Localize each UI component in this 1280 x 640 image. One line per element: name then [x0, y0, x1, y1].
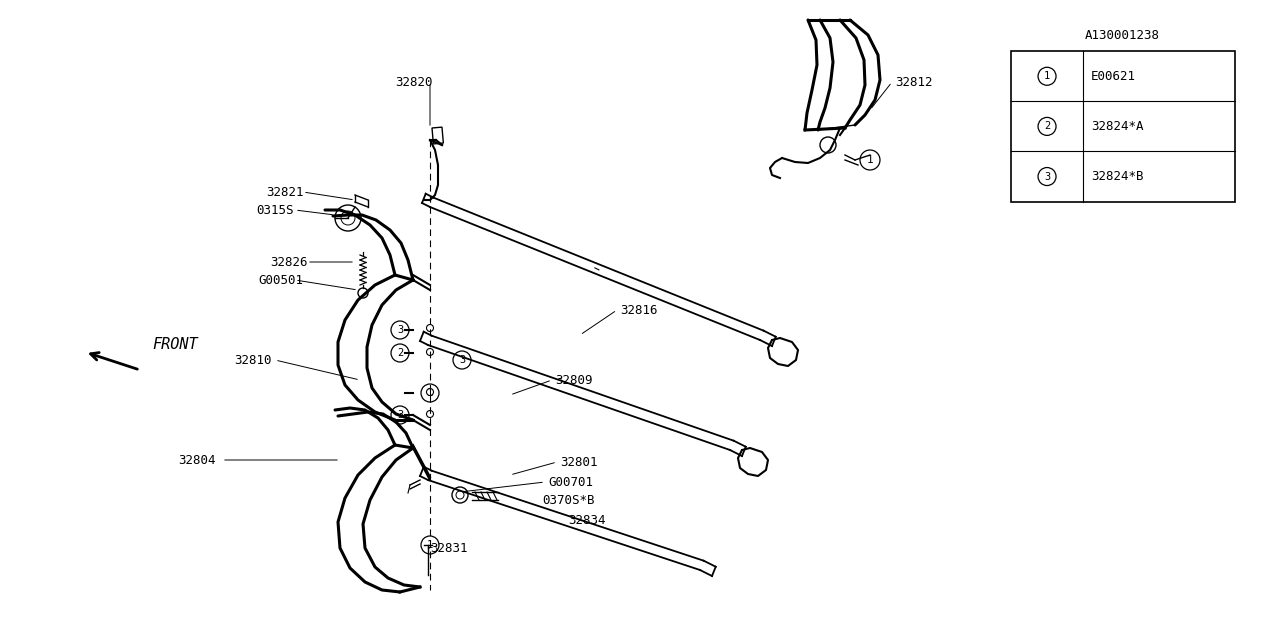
Text: 3: 3: [397, 325, 403, 335]
Text: 2: 2: [1044, 122, 1050, 131]
Text: G00701: G00701: [548, 476, 593, 488]
Text: 32816: 32816: [620, 303, 658, 317]
Text: 32824*B: 32824*B: [1091, 170, 1143, 183]
Text: 32801: 32801: [561, 456, 598, 468]
Text: 1: 1: [867, 155, 873, 165]
Text: G00501: G00501: [259, 273, 303, 287]
Text: E00621: E00621: [1091, 70, 1135, 83]
Text: 0315S: 0315S: [256, 204, 293, 216]
Text: 32826: 32826: [270, 255, 307, 269]
Bar: [1011, 51, 1235, 202]
Text: 32824*A: 32824*A: [1091, 120, 1143, 133]
Text: FRONT: FRONT: [152, 337, 197, 352]
Text: A130001238: A130001238: [1085, 29, 1160, 42]
Text: 1: 1: [1044, 71, 1050, 81]
Text: 2: 2: [397, 348, 403, 358]
Text: 32810: 32810: [234, 353, 271, 367]
Text: 32809: 32809: [556, 374, 593, 387]
Text: 32821: 32821: [266, 186, 303, 198]
Text: 1: 1: [426, 540, 433, 550]
Text: 3: 3: [1044, 172, 1050, 182]
Bar: [433, 127, 443, 144]
Text: 0370S*B: 0370S*B: [541, 493, 594, 506]
Text: 32812: 32812: [895, 76, 933, 88]
Text: 32820: 32820: [396, 76, 433, 88]
Text: 1: 1: [426, 388, 433, 398]
Text: 32831: 32831: [430, 541, 467, 554]
Text: 3: 3: [397, 410, 403, 420]
Text: 32804: 32804: [178, 454, 215, 467]
Text: 32834: 32834: [568, 513, 605, 527]
Text: 3: 3: [458, 355, 465, 365]
